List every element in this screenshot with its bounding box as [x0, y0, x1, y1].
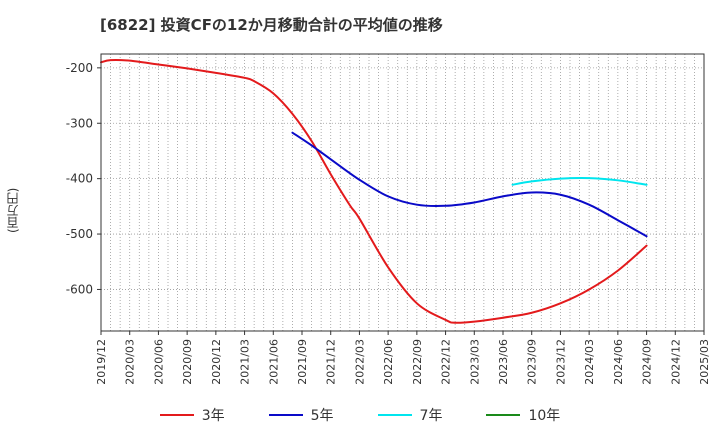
x-tick-label: 2023/09: [526, 339, 539, 385]
x-tick-label: 2021/03: [239, 339, 252, 385]
x-tick-label: 2022/03: [353, 339, 366, 385]
series-line-2: [511, 176, 648, 186]
x-tick-label: 2021/06: [267, 339, 280, 385]
x-tick-label: 2021/09: [296, 339, 309, 385]
legend-swatch-3: [486, 414, 521, 416]
legend-item-1: 5年: [268, 404, 334, 426]
legend-label-2: 7年: [419, 408, 443, 424]
x-tick-label: 2024/12: [669, 339, 682, 385]
x-tick-label: 2024/03: [583, 339, 596, 385]
legend-swatch-1: [268, 414, 303, 416]
plot-area: [101, 54, 704, 331]
x-tick-label: 2023/03: [468, 339, 481, 385]
x-tick-label: 2022/06: [382, 339, 395, 385]
x-tick-label: 2025/03: [698, 339, 711, 385]
legend-item-0: 3年: [159, 404, 225, 426]
legend-item-2: 7年: [377, 404, 443, 426]
legend-label-1: 5年: [310, 408, 334, 424]
x-tick-label: 2020/06: [152, 339, 165, 385]
y-tick-label: -300: [66, 116, 93, 130]
plot-border: [100, 53, 705, 332]
x-tick-label: 2022/12: [440, 339, 453, 385]
x-tick-label: 2020/03: [124, 339, 137, 385]
x-tick-label: 2020/12: [210, 339, 223, 385]
x-tick-label: 2023/06: [497, 339, 510, 385]
x-tick-label: 2024/06: [612, 339, 625, 385]
x-tick-label: 2024/09: [641, 339, 654, 385]
legend-swatch-0: [159, 414, 194, 416]
chart-title: [6822] 投資CFの12か月移動合計の平均値の推移: [100, 16, 443, 34]
y-tick-label: -500: [66, 227, 93, 241]
y-tick-label: -600: [66, 282, 93, 296]
legend: 3年 5年 7年 10年: [0, 404, 720, 426]
legend-label-3: 10年: [528, 408, 561, 424]
legend-label-0: 3年: [201, 408, 225, 424]
legend-item-3: 10年: [486, 404, 560, 426]
y-tick-label: -400: [66, 172, 93, 186]
x-tick-label: 2022/09: [411, 339, 424, 385]
y-tick-label: -200: [66, 61, 93, 75]
series-line-0: [100, 58, 648, 324]
x-tick-label: 2019/12: [95, 339, 108, 385]
x-tick-label: 2021/12: [325, 339, 338, 385]
x-tick-label: 2020/09: [181, 339, 194, 385]
legend-swatch-2: [377, 414, 412, 416]
series-line-1: [291, 131, 648, 238]
x-tick-label: 2023/12: [554, 339, 567, 385]
